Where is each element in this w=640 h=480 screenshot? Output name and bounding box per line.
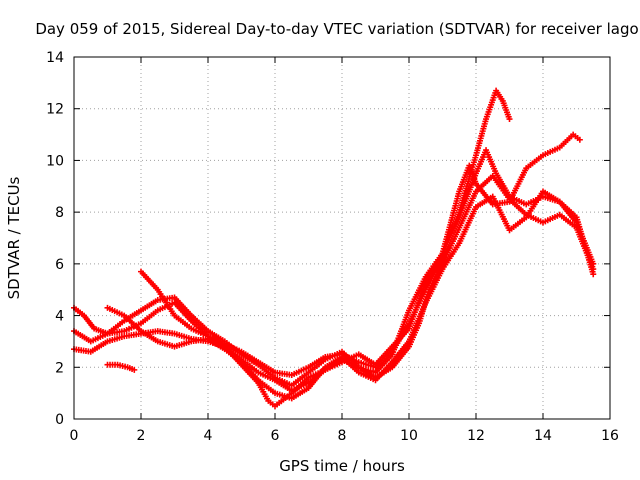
x-tick-label: 10 xyxy=(400,428,418,444)
data-point xyxy=(131,366,138,373)
y-tick-label: 14 xyxy=(46,50,64,66)
data-point xyxy=(576,136,583,143)
chart-title: Day 059 of 2015, Sidereal Day-to-day VTE… xyxy=(35,20,638,38)
axis-ticks xyxy=(73,56,611,420)
y-tick-label: 12 xyxy=(46,102,64,118)
series-track-5 xyxy=(138,131,583,410)
data-point xyxy=(506,116,513,123)
y-tick-label: 10 xyxy=(46,153,64,169)
series-track-6 xyxy=(104,361,138,373)
grid-lines xyxy=(74,57,610,419)
x-tick-label: 2 xyxy=(137,428,146,444)
y-tick-label: 8 xyxy=(55,205,64,221)
x-tick-label: 12 xyxy=(467,428,485,444)
data-series xyxy=(71,87,597,410)
x-axis-label: GPS time / hours xyxy=(279,457,405,475)
y-tick-label: 2 xyxy=(55,360,64,376)
x-tick-label: 4 xyxy=(204,428,213,444)
data-point xyxy=(590,271,597,278)
tick-labels: 0 2 4 6 8 10 12 14 16 0 2 4 6 8 10 12 14 xyxy=(46,50,619,444)
x-tick-label: 0 xyxy=(70,428,79,444)
y-tick-label: 4 xyxy=(55,309,64,325)
series-track-4 xyxy=(104,188,597,402)
y-axis-label: SDTVAR / TECUs xyxy=(5,176,23,299)
x-tick-label: 14 xyxy=(534,428,552,444)
y-tick-label: 6 xyxy=(55,257,64,273)
x-tick-label: 6 xyxy=(271,428,280,444)
x-tick-label: 16 xyxy=(601,428,619,444)
y-tick-label: 0 xyxy=(55,412,64,428)
x-tick-label: 8 xyxy=(338,428,347,444)
